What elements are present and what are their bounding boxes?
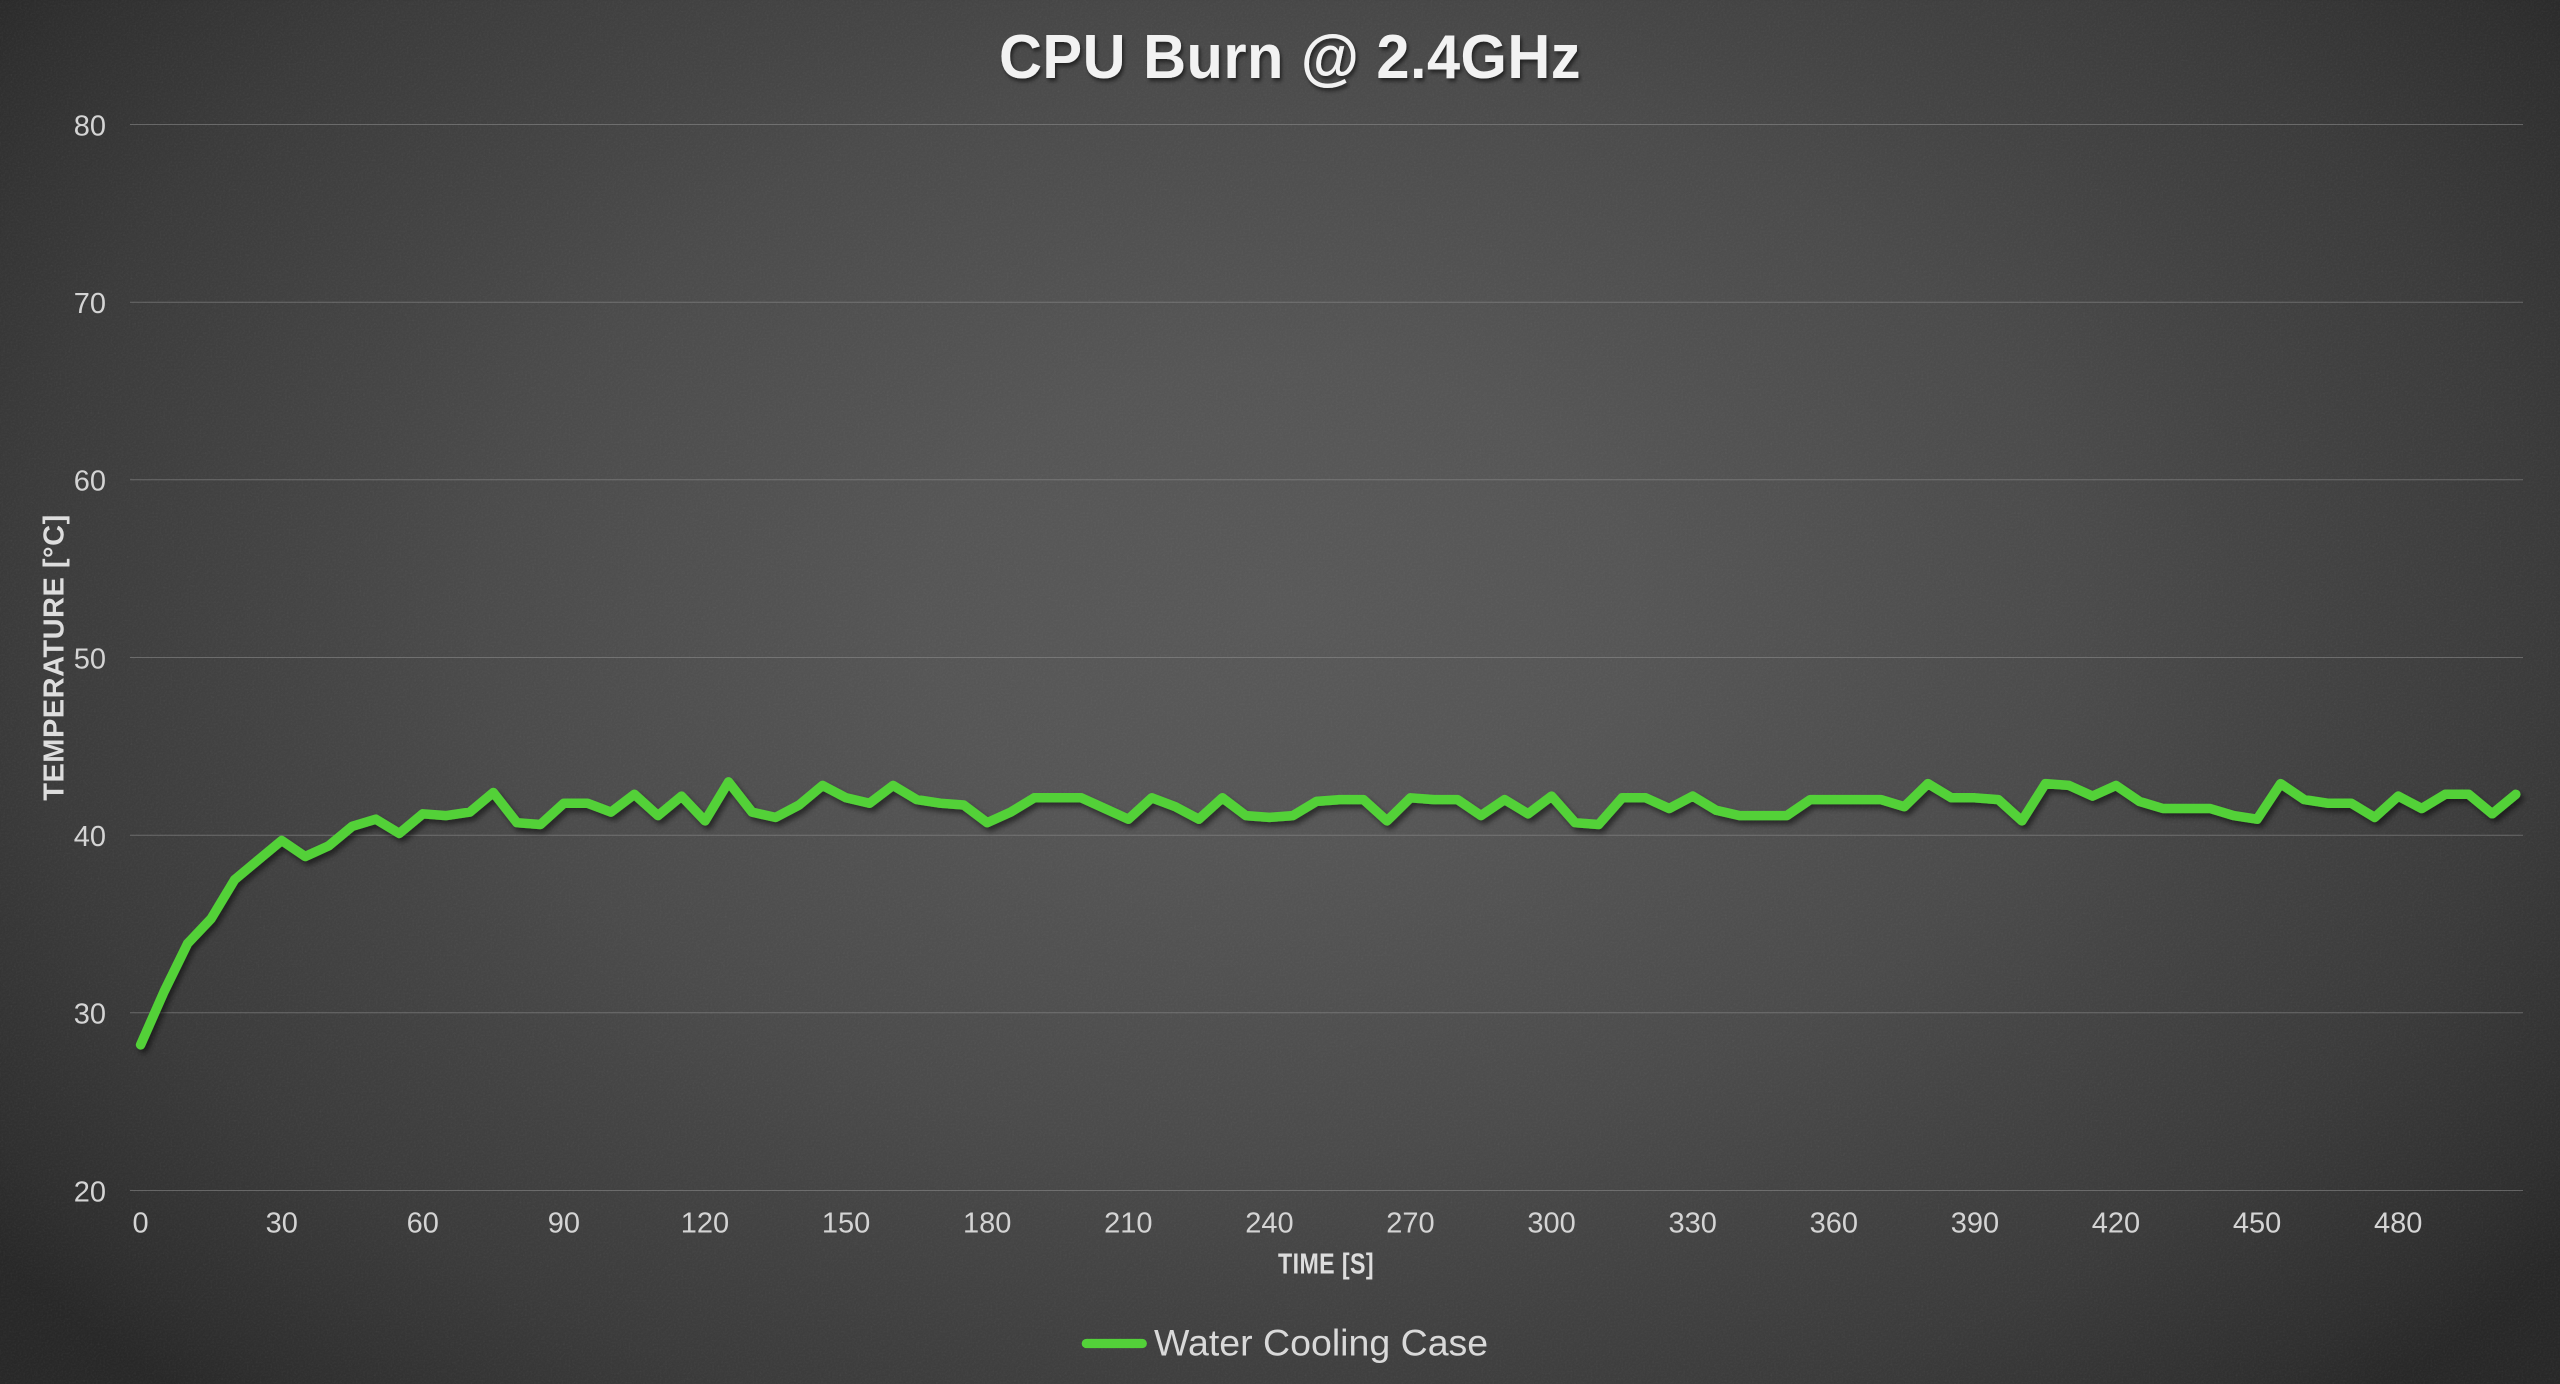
svg-text:420: 420 [2092,1208,2140,1240]
svg-text:CPU Burn @ 2.4GHz: CPU Burn @ 2.4GHz [999,22,1581,91]
svg-text:40: 40 [74,821,106,853]
svg-text:60: 60 [74,466,106,498]
svg-text:0: 0 [133,1208,149,1240]
svg-text:60: 60 [407,1208,439,1240]
svg-text:450: 450 [2233,1208,2281,1240]
svg-text:270: 270 [1386,1208,1434,1240]
svg-text:70: 70 [74,288,106,320]
svg-text:330: 330 [1669,1208,1717,1240]
svg-text:300: 300 [1527,1208,1575,1240]
svg-text:150: 150 [822,1208,870,1240]
svg-text:360: 360 [1810,1208,1858,1240]
svg-text:20: 20 [74,1176,106,1208]
svg-text:50: 50 [74,643,106,675]
svg-text:TIME [S]: TIME [S] [1278,1247,1374,1280]
svg-text:180: 180 [963,1208,1011,1240]
svg-text:390: 390 [1951,1208,1999,1240]
svg-text:30: 30 [266,1208,298,1240]
svg-text:30: 30 [74,999,106,1031]
svg-text:Water Cooling Case: Water Cooling Case [1154,1322,1488,1364]
svg-text:80: 80 [74,110,106,142]
svg-text:210: 210 [1104,1208,1152,1240]
svg-text:90: 90 [548,1208,580,1240]
svg-text:TEMPERATURE [°C]: TEMPERATURE [°C] [39,514,71,801]
svg-text:120: 120 [681,1208,729,1240]
svg-text:480: 480 [2374,1208,2422,1240]
svg-text:240: 240 [1245,1208,1293,1240]
